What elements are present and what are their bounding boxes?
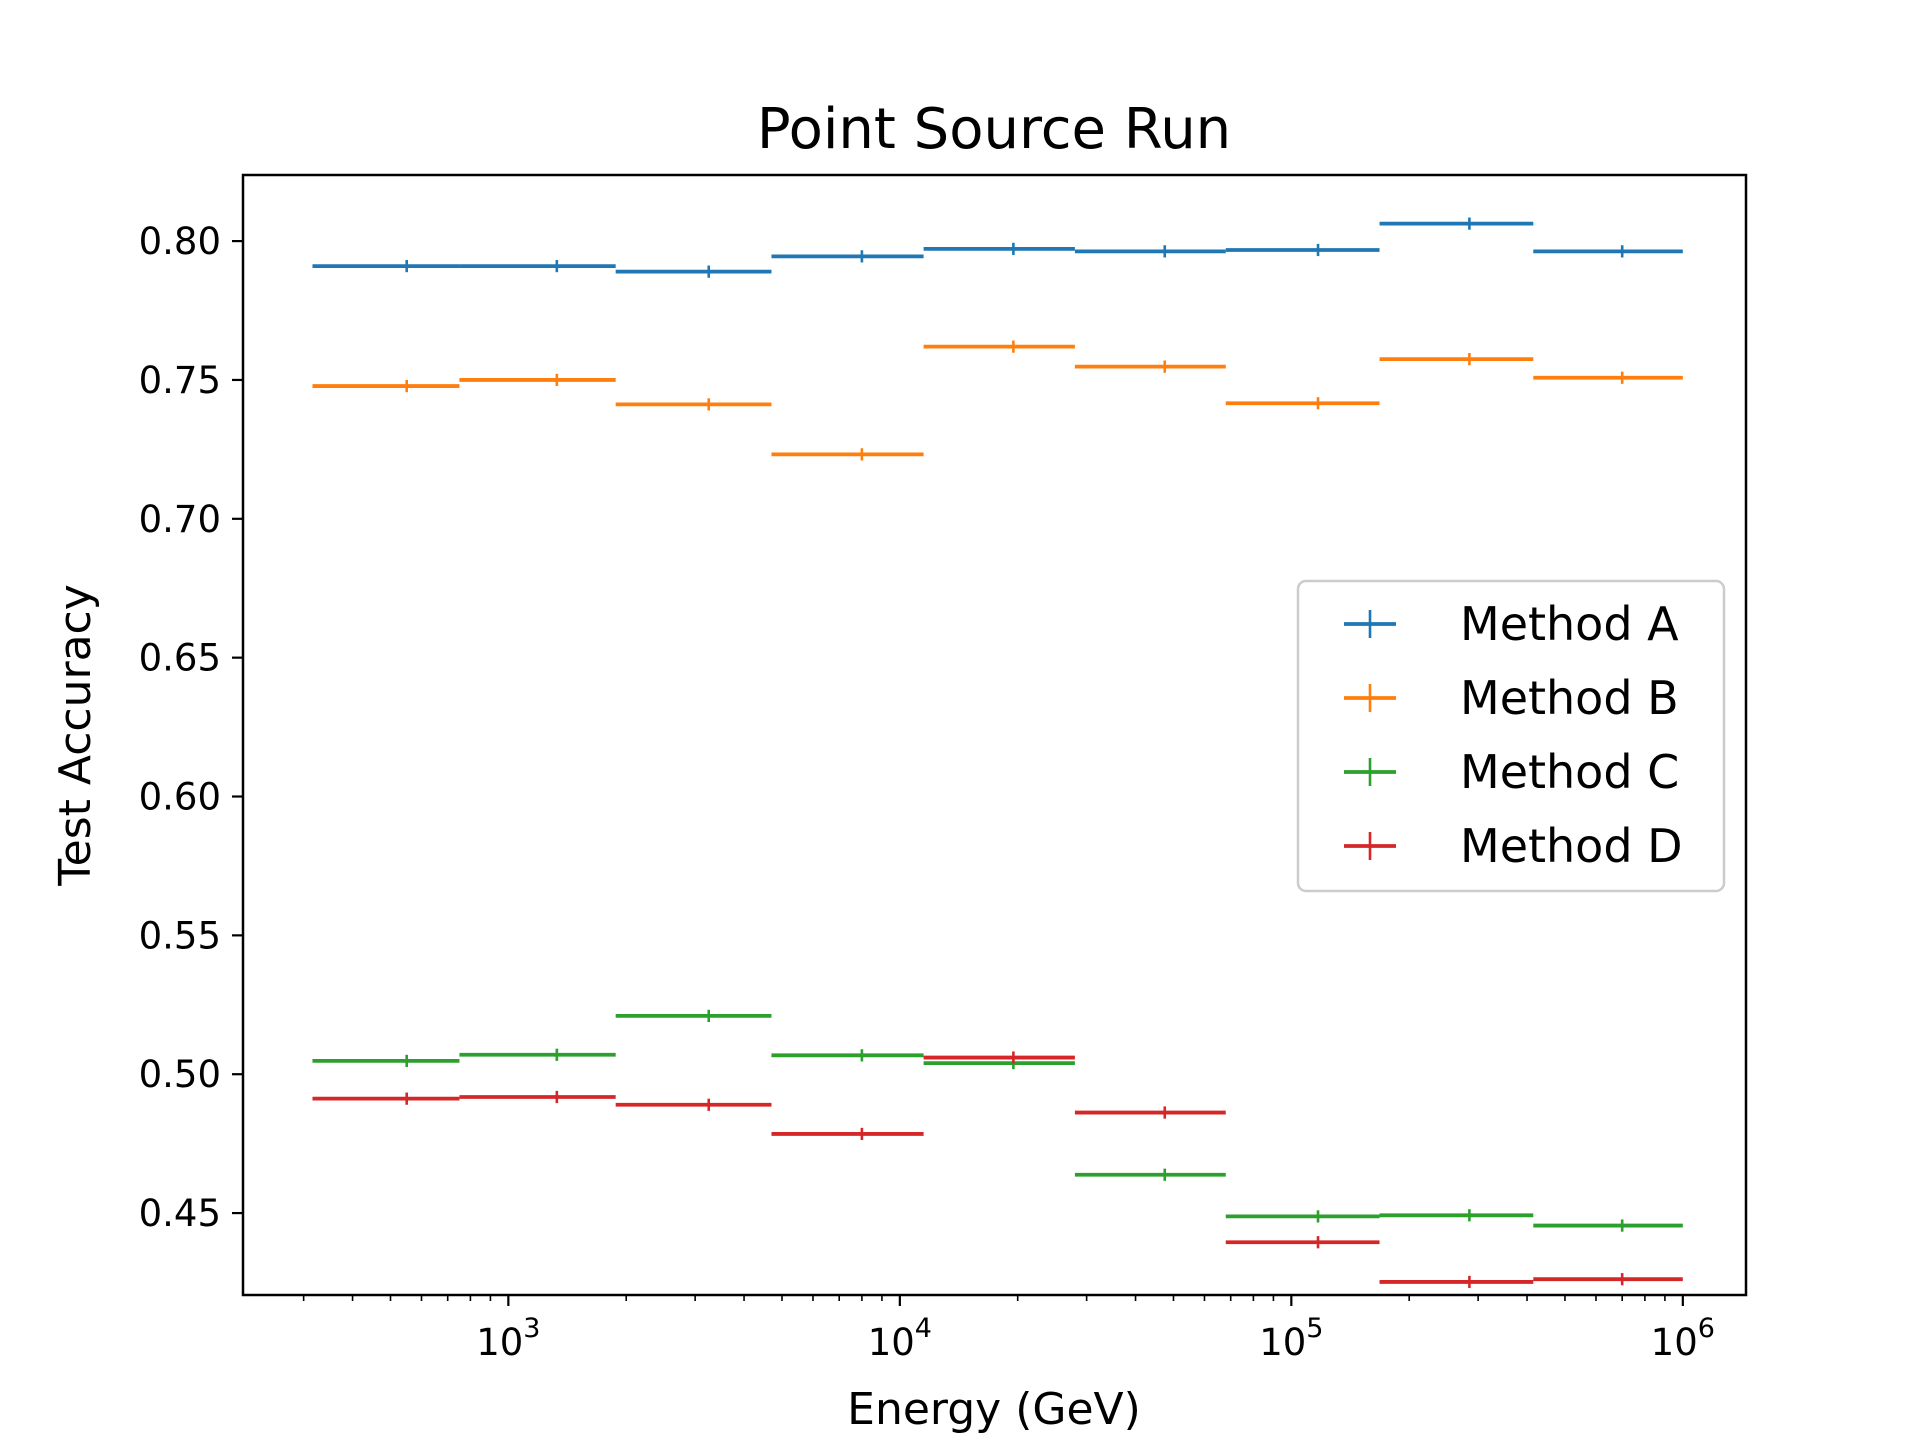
legend-label: Method C bbox=[1460, 745, 1679, 799]
x-axis-label: Energy (GeV) bbox=[847, 1384, 1141, 1435]
y-tick-label: 0.70 bbox=[139, 498, 221, 541]
x-tick-label: 103 bbox=[476, 1313, 540, 1364]
legend-box bbox=[1296, 579, 1726, 893]
y-tick-label: 0.75 bbox=[139, 359, 221, 402]
series-method-b bbox=[312, 340, 1683, 461]
x-axis: 103 104 105 106 bbox=[302, 1295, 1715, 1364]
y-axis: 0.45 0.50 0.55 0.60 0.65 0.70 0.75 0.80 bbox=[139, 220, 243, 1235]
y-tick-label: 0.45 bbox=[139, 1192, 221, 1235]
y-tick-label: 0.80 bbox=[139, 220, 221, 263]
series-method-d bbox=[312, 1051, 1683, 1289]
plot-frame bbox=[241, 173, 1748, 1297]
x-tick-label: 106 bbox=[1651, 1313, 1715, 1364]
series-method-c bbox=[312, 1009, 1683, 1232]
series-method-a bbox=[312, 217, 1683, 278]
y-tick-label: 0.65 bbox=[139, 637, 221, 680]
y-tick-label: 0.50 bbox=[139, 1053, 221, 1096]
legend: Method A Method B Method C Method D bbox=[1296, 579, 1726, 893]
legend-item: Method D bbox=[1344, 819, 1683, 873]
plot-area bbox=[312, 217, 1683, 1289]
y-tick-label: 0.55 bbox=[139, 914, 221, 957]
chart-title: Point Source Run bbox=[757, 97, 1231, 162]
x-tick-label: 104 bbox=[868, 1313, 932, 1364]
y-tick-label: 0.60 bbox=[139, 776, 221, 819]
legend-item: Method B bbox=[1344, 671, 1679, 725]
legend-label: Method D bbox=[1460, 819, 1683, 873]
x-tick-label: 105 bbox=[1259, 1313, 1323, 1364]
y-axis-label: Test Accuracy bbox=[50, 584, 101, 887]
legend-label: Method A bbox=[1460, 597, 1679, 651]
legend-label: Method B bbox=[1460, 671, 1679, 725]
legend-item: Method A bbox=[1344, 597, 1679, 651]
legend-item: Method C bbox=[1344, 745, 1679, 799]
